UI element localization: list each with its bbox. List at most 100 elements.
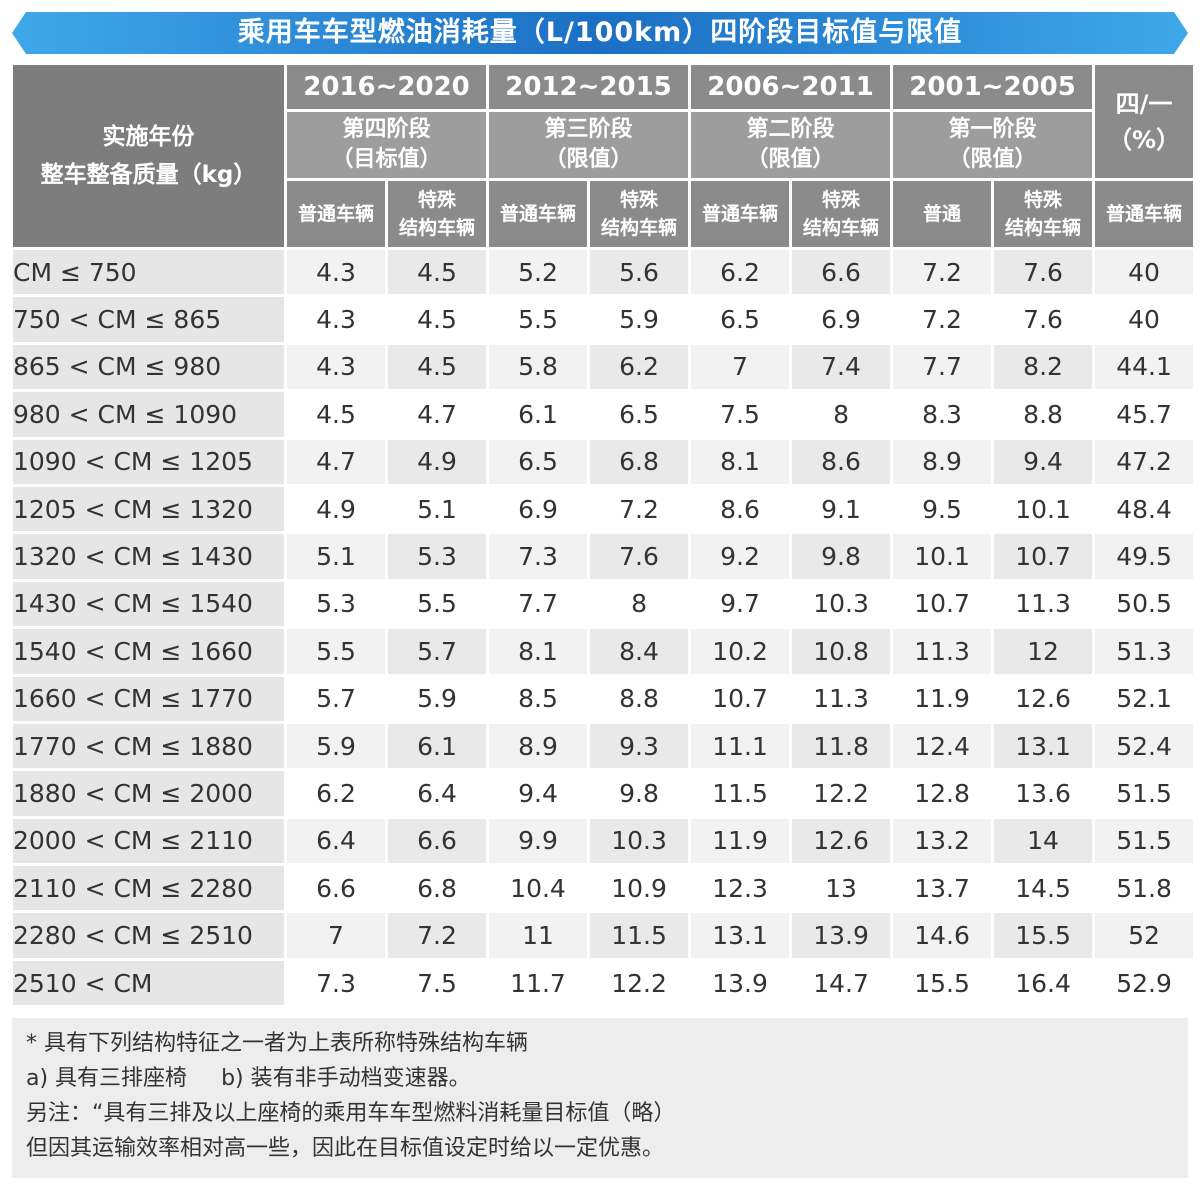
value-cell: 9.3 xyxy=(590,723,689,769)
value-cell: 5.9 xyxy=(287,723,385,769)
value-cell: 8.8 xyxy=(994,392,1093,437)
value-cell: 7.7 xyxy=(489,581,588,627)
value-cell: 5.7 xyxy=(388,629,487,674)
vehicle-type-header: 特殊 结构车辆 xyxy=(994,181,1093,247)
value-cell: 51.3 xyxy=(1095,629,1194,674)
value-cell: 10.8 xyxy=(792,629,891,674)
value-cell: 8.5 xyxy=(489,676,588,721)
table-row: 1880 < CM ≤ 2000 6.2 6.4 9.4 9.8 11.5 12.2 12.8… xyxy=(13,771,1194,816)
value-cell: 6.5 xyxy=(590,392,689,437)
value-cell: 6.2 xyxy=(590,344,689,390)
footnote-item-a: a) 具有三排座椅 xyxy=(26,1066,188,1091)
value-cell: 11.1 xyxy=(691,723,790,769)
value-cell: 9.8 xyxy=(590,771,689,816)
value-cell: 13.9 xyxy=(792,913,891,958)
value-cell: 40 xyxy=(1095,250,1194,295)
table-row: 1540 < CM ≤ 1660 5.5 5.7 8.1 8.4 10.2 10.8 11.3… xyxy=(13,629,1194,674)
value-cell: 12.3 xyxy=(691,866,790,911)
value-cell: 4.5 xyxy=(388,250,487,295)
value-cell: 11.3 xyxy=(893,629,992,674)
value-cell: 9.5 xyxy=(893,486,992,532)
value-cell: 13.7 xyxy=(893,866,992,911)
table-row: 2000 < CM ≤ 2110 6.4 6.6 9.9 10.3 11.9 12.6 13.… xyxy=(13,818,1194,864)
stage-kind: （目标值） xyxy=(331,147,442,172)
value-cell: 10.1 xyxy=(893,534,992,579)
period-header: 2006~2011 xyxy=(691,65,891,109)
value-cell: 6.9 xyxy=(792,297,891,342)
value-cell: 7.7 xyxy=(893,344,992,390)
value-cell: 5.5 xyxy=(489,297,588,342)
value-cell: 14.5 xyxy=(994,866,1093,911)
value-cell: 12.6 xyxy=(994,676,1093,721)
value-cell: 6.4 xyxy=(388,771,487,816)
value-cell: 5.8 xyxy=(489,344,588,390)
banner-shape xyxy=(12,12,1188,54)
value-cell: 8.1 xyxy=(489,629,588,674)
ratio-header-label: 四/一 xyxy=(1115,89,1173,118)
value-cell: 11.5 xyxy=(590,913,689,958)
value-cell: 7.6 xyxy=(994,297,1093,342)
mass-range-cell: 1430 < CM ≤ 1540 xyxy=(13,581,284,627)
page-title: 乘用车车型燃油消耗量（L/100km）四阶段目标值与限值 xyxy=(237,17,963,48)
value-cell: 7.6 xyxy=(994,250,1093,295)
value-cell: 4.9 xyxy=(287,486,385,532)
value-cell: 48.4 xyxy=(1095,486,1194,532)
value-cell: 11.9 xyxy=(893,676,992,721)
value-cell: 4.9 xyxy=(388,439,487,484)
value-cell: 10.7 xyxy=(691,676,790,721)
footnote-line: a) 具有三排座椅 b) 装有非手动档变速器。 xyxy=(26,1061,1174,1096)
value-cell: 13.1 xyxy=(691,913,790,958)
value-cell: 12 xyxy=(994,629,1093,674)
ratio-header-unit: （%） xyxy=(1108,125,1181,154)
value-cell: 7 xyxy=(287,913,385,958)
table-row: 980 < CM ≤ 1090 4.5 4.7 6.1 6.5 7.5 8 8.3 8.8 45.… xyxy=(13,392,1194,437)
table-row: 1430 < CM ≤ 1540 5.3 5.5 7.7 8 9.7 10.3 10.7 11.… xyxy=(13,581,1194,627)
footnote-line: * 具有下列结构特征之一者为上表所称特殊结构车辆 xyxy=(26,1031,528,1056)
value-cell: 7.3 xyxy=(489,534,588,579)
value-cell: 45.7 xyxy=(1095,392,1194,437)
value-cell: 5.5 xyxy=(287,629,385,674)
value-cell: 10.3 xyxy=(590,818,689,864)
stage-kind: （限值） xyxy=(544,147,633,172)
value-cell: 5.5 xyxy=(388,581,487,627)
vehicle-type-header: 特殊 结构车辆 xyxy=(388,181,487,247)
value-cell: 5.1 xyxy=(388,486,487,532)
table-row: 2110 < CM ≤ 2280 6.6 6.8 10.4 10.9 12.3 13 13.7… xyxy=(13,866,1194,911)
value-cell: 5.3 xyxy=(287,581,385,627)
value-cell: 11.3 xyxy=(792,676,891,721)
vehicle-type-label: 普通车辆 xyxy=(297,203,374,225)
vehicle-type-label: 特殊 xyxy=(620,189,659,211)
mass-range-cell: 2280 < CM ≤ 2510 xyxy=(13,913,284,958)
value-cell: 8.9 xyxy=(893,439,992,484)
table-row: 1320 < CM ≤ 1430 5.1 5.3 7.3 7.6 9.2 9.8 10.1 10… xyxy=(13,534,1194,579)
value-cell: 8.6 xyxy=(792,439,891,484)
value-cell: 5.9 xyxy=(388,676,487,721)
vehicle-type-label: 普通车辆 xyxy=(702,203,779,225)
footnotes: * 具有下列结构特征之一者为上表所称特殊结构车辆 a) 具有三排座椅 b) 装有非… xyxy=(12,1018,1188,1178)
period-header: 2016~2020 xyxy=(287,65,487,109)
value-cell: 8.2 xyxy=(994,344,1093,390)
value-cell: 11.5 xyxy=(691,771,790,816)
mass-range-cell: 2110 < CM ≤ 2280 xyxy=(13,866,284,911)
value-cell: 6.2 xyxy=(691,250,790,295)
value-cell: 6.5 xyxy=(691,297,790,342)
fuel-consumption-table: 实施年份 整车整备质量（kg） 2016~2020 2012~2015 2006… xyxy=(10,62,1196,1008)
table-row: 1660 < CM ≤ 1770 5.7 5.9 8.5 8.8 10.7 11.3 11.9… xyxy=(13,676,1194,721)
value-cell: 9.8 xyxy=(792,534,891,579)
value-cell: 10.9 xyxy=(590,866,689,911)
value-cell: 8.1 xyxy=(691,439,790,484)
mass-range-cell: 980 < CM ≤ 1090 xyxy=(13,392,284,437)
value-cell: 40 xyxy=(1095,297,1194,342)
value-cell: 12.2 xyxy=(590,960,689,1006)
vehicle-type-label: 结构车辆 xyxy=(1005,217,1082,239)
value-cell: 15.5 xyxy=(994,913,1093,958)
vehicle-type-header: 普通 xyxy=(893,181,992,247)
value-cell: 7.5 xyxy=(388,960,487,1006)
stage-kind: （限值） xyxy=(746,147,835,172)
value-cell: 50.5 xyxy=(1095,581,1194,627)
value-cell: 7.2 xyxy=(388,913,487,958)
value-cell: 10.7 xyxy=(893,581,992,627)
value-cell: 49.5 xyxy=(1095,534,1194,579)
stage-name: 第二阶段 xyxy=(746,117,835,142)
table-row: 1770 < CM ≤ 1880 5.9 6.1 8.9 9.3 11.1 11.8 12.4… xyxy=(13,723,1194,769)
